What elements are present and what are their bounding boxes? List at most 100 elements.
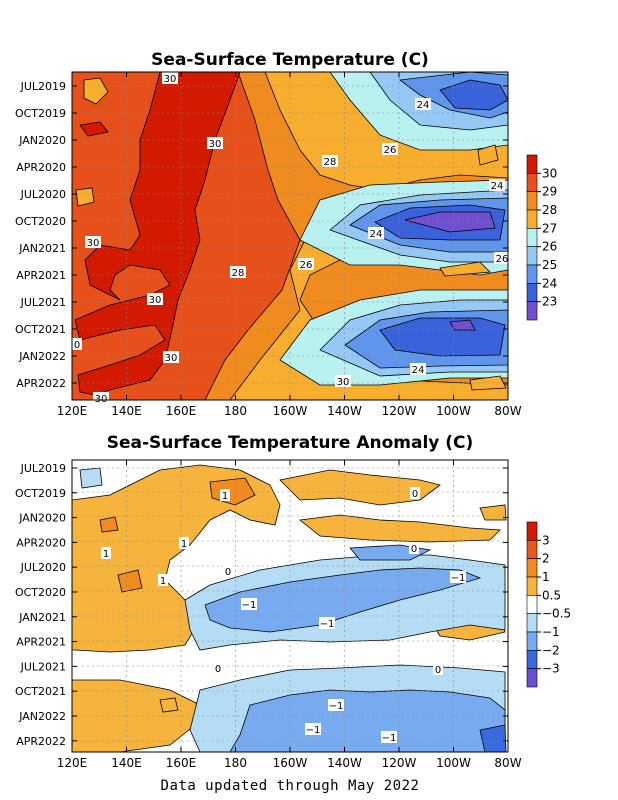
- y-tick-label: JUL2020: [20, 561, 66, 574]
- x-tick-label: 140E: [111, 756, 142, 770]
- y-tick-label: JAN2022: [18, 710, 66, 723]
- colorbar-swatch: [526, 209, 538, 229]
- contour-label: 0: [225, 567, 231, 578]
- colorbar-swatch: [526, 540, 538, 559]
- colorbar-label: −2: [542, 643, 560, 657]
- contour-label: 30: [164, 74, 177, 85]
- y-tick-label: OCT2021: [15, 685, 66, 698]
- contour-label: 30: [337, 377, 350, 388]
- contour-label: −1: [382, 733, 397, 744]
- y-tick-label: OCT2021: [15, 323, 66, 336]
- x-tick-label: 120W: [382, 756, 417, 770]
- x-tick-label: 80W: [494, 756, 521, 770]
- anomaly-y-ticks: JUL2019 OCT2019 JAN2020 APR2020 JUL2020 OCT20…: [15, 462, 508, 748]
- y-tick-label: APR2021: [16, 636, 66, 649]
- contour-label: 0: [435, 665, 441, 676]
- x-tick-label: 100W: [436, 756, 471, 770]
- contour-label-bg: [410, 487, 420, 499]
- contour-label-bg: [322, 155, 338, 167]
- anomaly-contour-labels: 1 1 1 1 0 0 0 −1 −1 −1 −1 −1 −1 0 0: [101, 487, 466, 744]
- contour-label: 0: [411, 544, 417, 555]
- contour-label: 26: [300, 260, 313, 271]
- contour-label: 28: [232, 268, 245, 279]
- y-tick-label: OCT2019: [15, 487, 66, 500]
- contour-label: 0: [412, 489, 418, 500]
- x-tick-label: 140W: [327, 756, 362, 770]
- contour-label-bg: [489, 179, 505, 191]
- anomaly-title: Sea-Surface Temperature Anomaly (C): [107, 433, 474, 453]
- y-tick-label: JUL2021: [20, 660, 66, 673]
- colorbar-label: 1: [542, 570, 550, 584]
- y-tick-label: JUL2020: [20, 188, 66, 201]
- contour-label-bg: [85, 236, 101, 248]
- colorbar-label: 24: [542, 276, 557, 290]
- contour-label: 1: [222, 491, 228, 502]
- y-tick-label: APR2020: [16, 536, 66, 549]
- contour-label-bg: [223, 565, 233, 577]
- contour-label-bg: [179, 537, 189, 549]
- contour-label-bg: [328, 699, 344, 711]
- anomaly-colorbar: 3 2 1 0.5 −0.5 −1 −2 −3: [526, 521, 571, 688]
- colorbar-label: 0.5: [542, 588, 561, 602]
- colorbar-swatch: [526, 613, 538, 633]
- contour-label-bg: [147, 293, 163, 305]
- contour-label-bg: [158, 574, 168, 586]
- contour-label-bg: [72, 338, 82, 350]
- colorbar-swatch: [526, 650, 538, 669]
- y-tick-label: JAN2020: [18, 512, 66, 525]
- contour-label: −1: [320, 619, 335, 630]
- contour-label-bg: [298, 258, 314, 270]
- contour-label: −1: [329, 701, 344, 712]
- colorbar-label: 28: [542, 203, 557, 217]
- x-tick-label: 140E: [111, 404, 142, 418]
- contour-label: 26: [496, 254, 509, 265]
- contour-label-bg: [368, 227, 384, 239]
- y-tick-label: JUL2019: [20, 462, 66, 475]
- colorbar-swatch: [526, 576, 538, 596]
- contour-label: −1: [306, 725, 321, 736]
- x-tick-label: 160E: [166, 756, 197, 770]
- contour-label: 1: [103, 549, 109, 560]
- colorbar-label: 26: [542, 240, 557, 254]
- colorbar-label: 23: [542, 295, 557, 309]
- colorbar-label: 30: [542, 166, 557, 180]
- colorbar-swatch: [526, 521, 538, 541]
- colorbar-swatch: [526, 558, 538, 578]
- colorbar-swatch: [526, 264, 538, 284]
- contour-label: 24: [412, 365, 425, 376]
- x-tick-label: 180: [224, 756, 247, 770]
- contour-label-bg: [335, 375, 351, 387]
- colorbar-swatch: [526, 595, 538, 614]
- x-tick-label: 140W: [327, 404, 362, 418]
- anomaly-heatmap: [72, 460, 508, 752]
- colorbar-swatch: [526, 283, 538, 302]
- colorbar-swatch: [526, 631, 538, 651]
- contour-label: 30: [87, 238, 100, 249]
- sst-band-30: [74, 72, 241, 396]
- colorbar-swatch: [526, 668, 538, 688]
- contour-label-bg: [382, 143, 398, 155]
- y-tick-label: OCT2019: [15, 107, 66, 120]
- contour-label-bg: [409, 542, 419, 554]
- contour-label-bg: [415, 98, 431, 110]
- colorbar-swatch: [526, 154, 538, 174]
- contour-label: 30: [209, 139, 222, 150]
- colorbar-label: −0.5: [542, 607, 571, 621]
- y-tick-label: OCT2020: [15, 215, 66, 228]
- contour-label-bg: [220, 489, 230, 501]
- colorbar-label: 29: [542, 185, 557, 199]
- contour-label-bg: [213, 662, 223, 674]
- contour-label: 30: [149, 295, 162, 306]
- sst-y-ticks: JUL2019 OCT2019 JAN2020 APR2020 JUL2020 OCT20…: [15, 80, 508, 390]
- x-tick-label: 160W: [273, 756, 308, 770]
- contour-label-bg: [101, 547, 111, 559]
- y-tick-label: JAN2021: [18, 611, 66, 624]
- contour-label-bg: [230, 266, 246, 278]
- contour-label: −1: [242, 600, 257, 611]
- contour-label: 1: [181, 539, 187, 550]
- contour-label: 1: [160, 576, 166, 587]
- contour-label-bg: [410, 363, 426, 375]
- contour-label-bg: [381, 731, 397, 743]
